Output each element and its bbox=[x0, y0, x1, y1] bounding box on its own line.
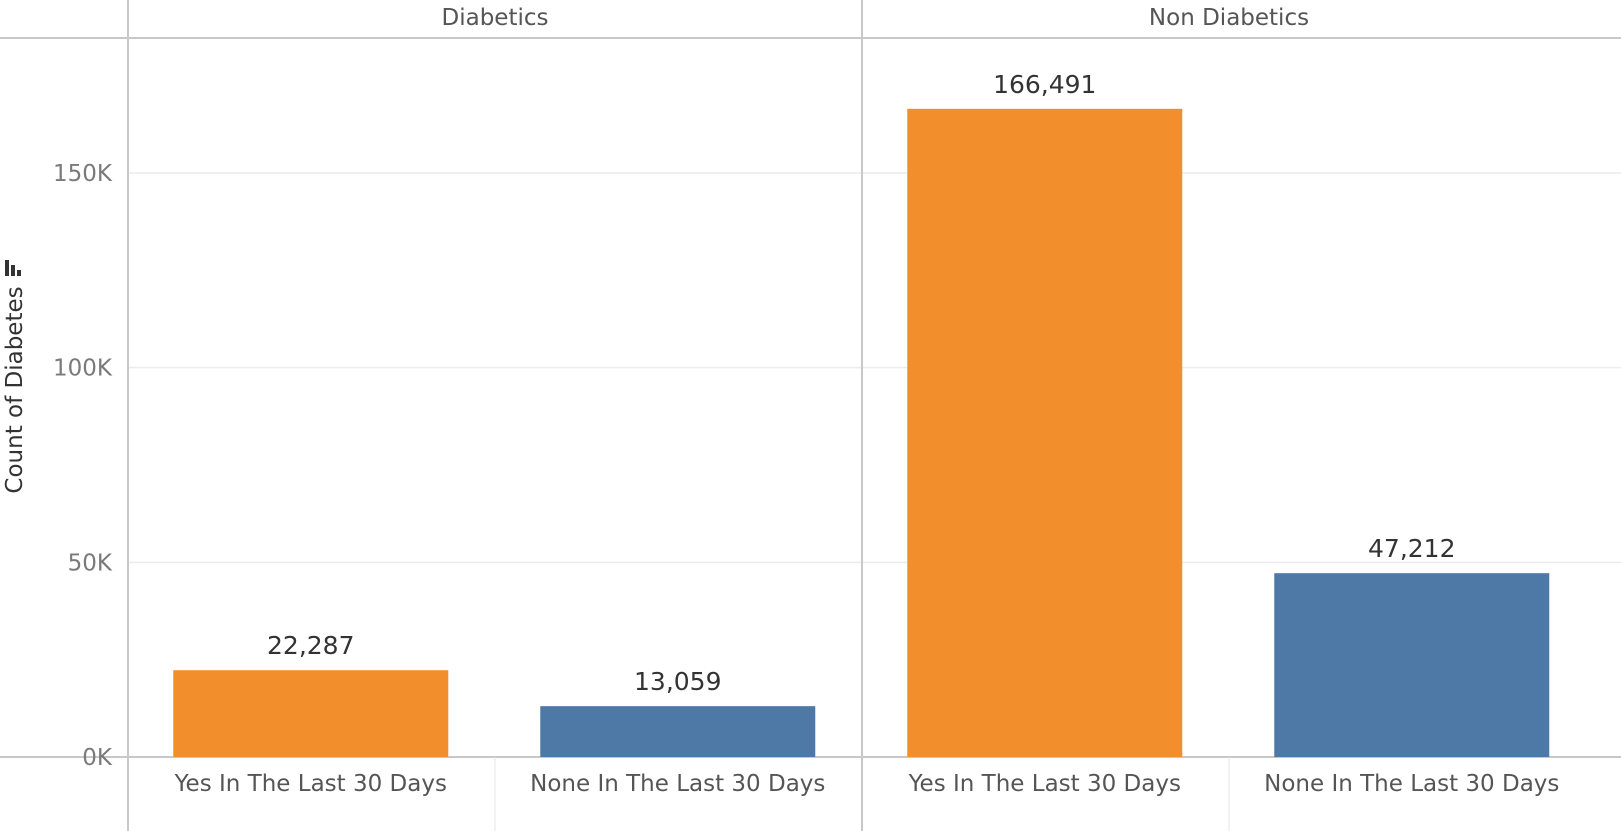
y-tick-label: 100K bbox=[53, 356, 113, 382]
data-label: 47,212 bbox=[1368, 534, 1455, 563]
bars bbox=[173, 108, 1550, 757]
x-category-label: Yes In The Last 30 Days bbox=[174, 771, 447, 797]
data-label: 22,287 bbox=[267, 631, 354, 660]
y-tick-label: 150K bbox=[53, 161, 113, 187]
y-axis-title-group: Count of Diabetes bbox=[2, 260, 28, 494]
data-label: 166,491 bbox=[993, 70, 1096, 99]
bar bbox=[540, 706, 816, 757]
gridlines bbox=[128, 172, 1621, 564]
panel-header: Non Diabetics bbox=[1149, 5, 1309, 31]
panel-headers: Diabetics Non Diabetics bbox=[442, 5, 1310, 31]
x-category-label: Yes In The Last 30 Days bbox=[908, 771, 1181, 797]
y-axis-title: Count of Diabetes bbox=[2, 286, 28, 493]
y-tick-label: 0K bbox=[82, 745, 113, 771]
panel-header: Diabetics bbox=[442, 5, 549, 31]
bar bbox=[907, 108, 1183, 757]
data-labels: 22,287 13,059 166,491 47,212 bbox=[267, 70, 1455, 696]
y-axis-ticks: 0K 50K 100K 150K bbox=[53, 161, 113, 771]
bar bbox=[1274, 573, 1550, 757]
x-category-label: None In The Last 30 Days bbox=[1264, 771, 1559, 797]
axis-field-icon bbox=[5, 260, 21, 276]
x-axis-categories: Yes In The Last 30 Days None In The Last … bbox=[174, 771, 1560, 797]
bar bbox=[173, 670, 449, 757]
y-tick-label: 50K bbox=[68, 550, 113, 576]
data-label: 13,059 bbox=[634, 667, 721, 696]
x-category-label: None In The Last 30 Days bbox=[530, 771, 825, 797]
